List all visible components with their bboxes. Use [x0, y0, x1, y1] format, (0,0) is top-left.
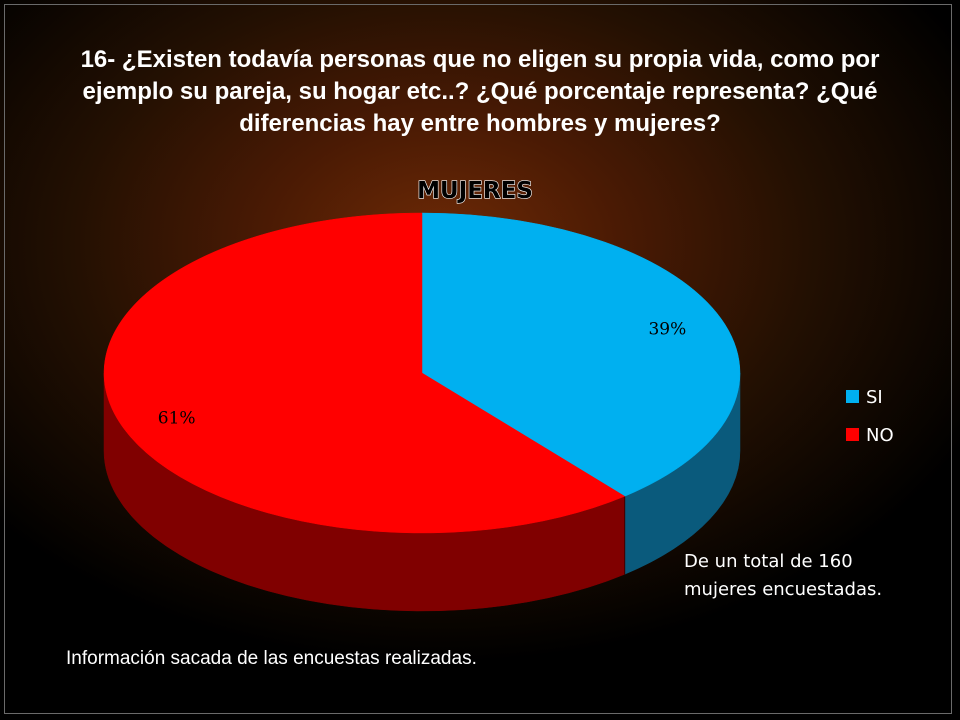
data-label-si: 39%: [648, 320, 686, 340]
pie-slice-si: [421, 212, 741, 497]
data-label-no: 61%: [158, 408, 196, 428]
sample-size-note: De un total de 160 mujeres encuestadas.: [684, 551, 883, 600]
chart-title: MUJERES: [417, 178, 533, 204]
legend-label-si: SI: [866, 387, 883, 408]
source-footer: Información sacada de las encuestas real…: [66, 648, 477, 669]
slide-frame: [4, 4, 952, 714]
pie-slice-no: [103, 212, 626, 534]
legend-swatch-no: [846, 428, 859, 441]
slide-title: 16- ¿Existen todavía personas que no eli…: [80, 46, 880, 137]
legend-label-no: NO: [866, 425, 894, 446]
legend-swatch-si: [846, 390, 859, 403]
